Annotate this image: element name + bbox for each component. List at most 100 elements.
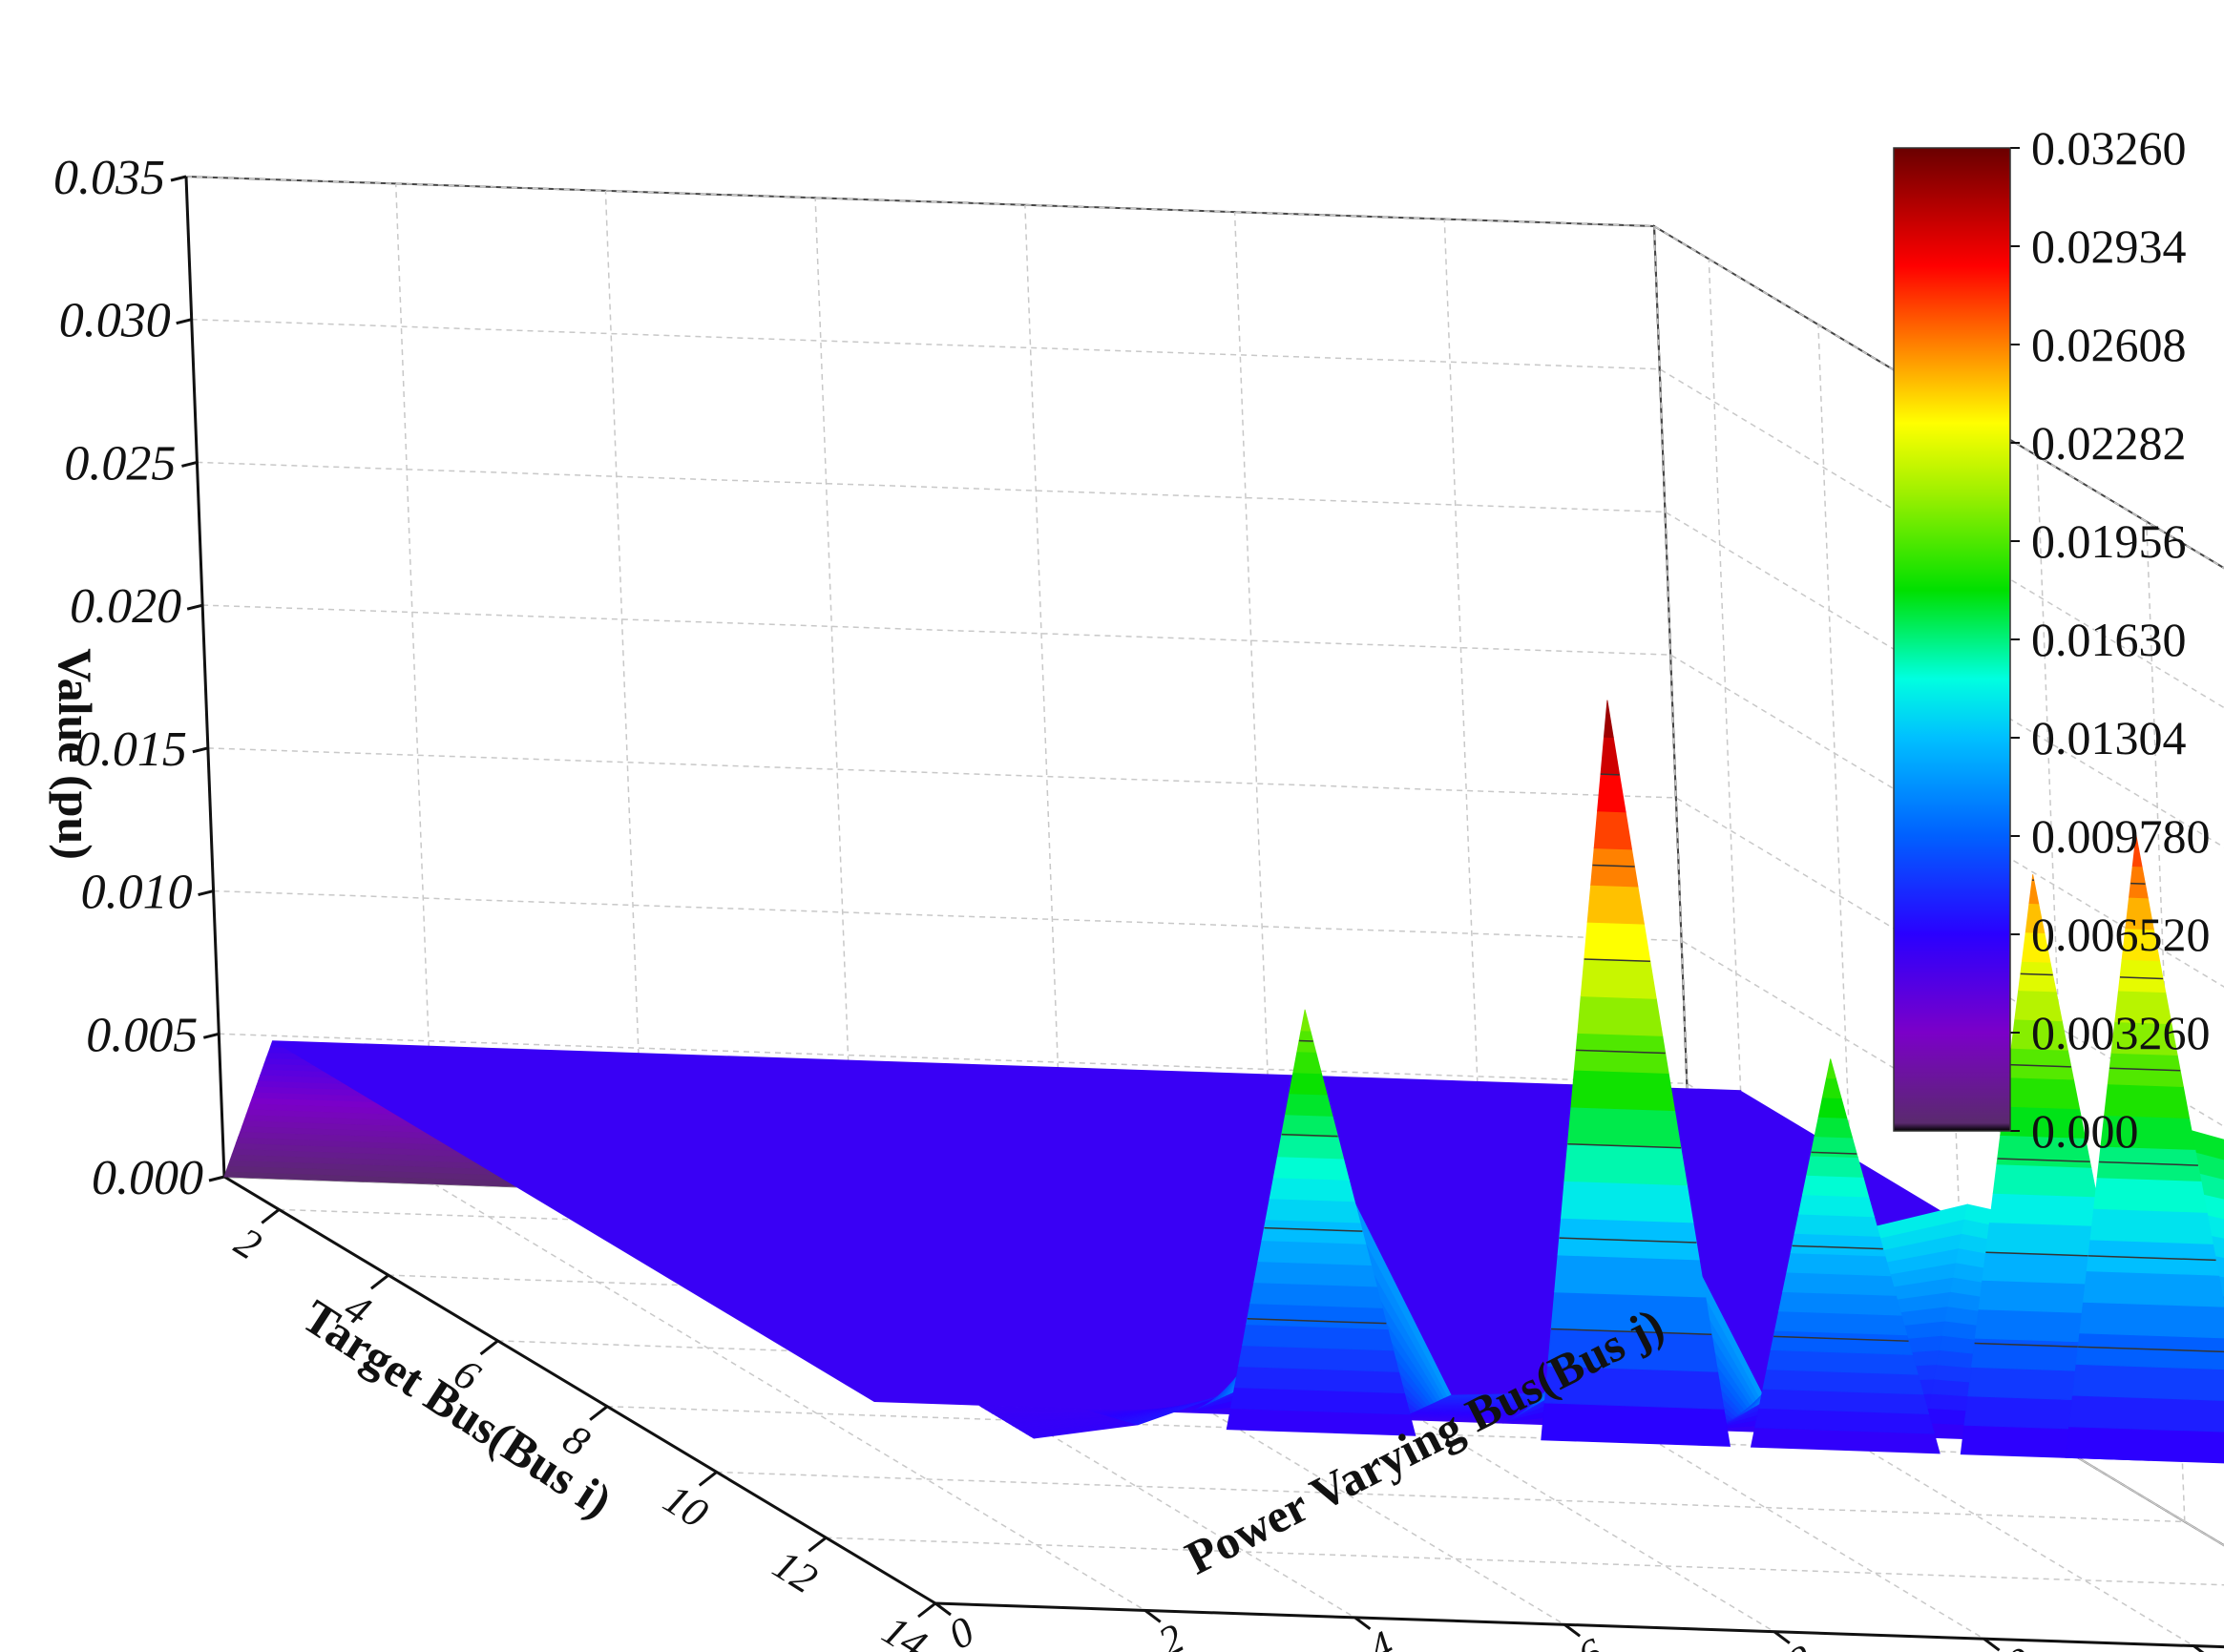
surface-peak-band xyxy=(2117,958,2167,993)
surface-peak-band xyxy=(1821,1077,1842,1099)
contour-line xyxy=(1567,1142,1682,1149)
j-tick-label: 0 xyxy=(941,1607,981,1652)
i-gridline xyxy=(2036,455,2076,1456)
surface-peak-band xyxy=(1802,1174,1870,1198)
j-tick xyxy=(1353,1616,1372,1631)
surface-peak-band xyxy=(1577,995,1664,1036)
contour-line xyxy=(2088,1255,2216,1262)
contour-line xyxy=(2008,1063,2071,1068)
surface-peak-band xyxy=(1272,1156,1350,1181)
z-tick-label: 0.010 xyxy=(81,866,193,920)
j-gridline xyxy=(814,198,854,1199)
colorbar-frame xyxy=(1893,147,2011,1132)
surface-peak-band xyxy=(1563,1143,1688,1186)
z-tick-label: 0.000 xyxy=(92,1151,203,1205)
surface-peak-band xyxy=(1292,1051,1323,1075)
i-tick-label: 10 xyxy=(656,1475,716,1537)
contour-line xyxy=(1559,1237,1697,1244)
i-floor-gridline xyxy=(716,1471,2185,1523)
surface-peak-band xyxy=(1794,1213,1880,1237)
surface-peak-band xyxy=(1257,1240,1373,1266)
z-tick xyxy=(176,318,193,325)
j-tick-label: 2 xyxy=(1151,1615,1191,1652)
colorbar-label: 0.009780 xyxy=(2031,809,2211,863)
i-floor-gridline xyxy=(497,1340,1966,1391)
contour-line xyxy=(1584,958,1650,963)
i-tick-label: 2 xyxy=(227,1218,270,1268)
colorbar-gradient xyxy=(1894,148,2010,1131)
z-tick xyxy=(198,889,214,897)
surface-peak-band xyxy=(2071,1364,2224,1401)
z-tick xyxy=(170,175,187,182)
surface-peak-band xyxy=(2068,1394,2224,1432)
surface-peak-band xyxy=(2075,1332,2224,1370)
contour-line xyxy=(2020,972,2053,976)
surface-peak-band xyxy=(1261,1219,1367,1244)
i-tick xyxy=(698,1471,718,1487)
i-tick xyxy=(261,1208,281,1224)
contour-line xyxy=(2078,1346,2224,1353)
i-gridline xyxy=(1708,259,1749,1260)
surface-peak-band xyxy=(1988,1192,2104,1227)
surface-peak-band xyxy=(1593,810,1633,850)
i-gridline xyxy=(2146,521,2186,1522)
colorbar-label: 0.006520 xyxy=(2031,908,2211,961)
colorbar-label: 0.03260 xyxy=(2031,121,2187,175)
colorbar-label: 0.01630 xyxy=(2031,613,2187,666)
contour-line xyxy=(1264,1226,1363,1232)
surface-peak-band xyxy=(1269,1177,1355,1202)
i-floor-gridline xyxy=(826,1537,2224,1586)
surface-peak-band xyxy=(2065,1426,2224,1464)
surface-peak-band xyxy=(1265,1198,1361,1223)
surface-peak-band xyxy=(1806,1155,1864,1178)
surface-peak-band xyxy=(1584,921,1651,962)
z-tick-label: 0.005 xyxy=(86,1008,198,1062)
contour-line xyxy=(1792,1244,1883,1250)
surface-peak-band xyxy=(1285,1093,1333,1117)
j-gridline xyxy=(1024,204,1064,1205)
surface-peak-band xyxy=(1580,958,1657,999)
colorbar-label: 0.01304 xyxy=(2031,711,2187,764)
surface-peak-band xyxy=(1300,1009,1311,1032)
i-tick xyxy=(808,1537,828,1553)
j-tick xyxy=(1773,1630,1791,1644)
contour-line xyxy=(1592,864,1635,868)
j-gridline xyxy=(394,183,435,1184)
i-tick xyxy=(370,1273,389,1290)
z-tick xyxy=(202,1032,220,1039)
i-floor-gridline xyxy=(607,1405,2076,1457)
z-tick-label: 0.025 xyxy=(64,436,176,491)
surface-peak-band xyxy=(1603,700,1614,739)
surface-peak-band xyxy=(1289,1072,1328,1096)
colorbar-label: 0.02282 xyxy=(2031,416,2187,470)
z-tick xyxy=(186,603,203,611)
contour-line xyxy=(1811,1151,1857,1155)
colorbar-label: 0.02934 xyxy=(2031,220,2187,273)
surface-peak-band xyxy=(2079,1301,2224,1339)
surface-peak-band xyxy=(1790,1232,1886,1257)
i-tick xyxy=(479,1339,499,1356)
z-axis xyxy=(184,176,226,1178)
surface-peak-band xyxy=(1786,1252,1892,1277)
contour-line xyxy=(2099,1161,2198,1166)
i-axis xyxy=(223,1175,936,1605)
j-tick xyxy=(1563,1623,1582,1638)
j-floor-gridline xyxy=(433,1182,1146,1612)
j-tick xyxy=(1983,1637,2001,1652)
contour-line xyxy=(1576,1049,1666,1055)
surface-peak-band xyxy=(2083,1270,2224,1307)
j-gridline xyxy=(1233,212,1274,1213)
contour-line xyxy=(2109,1067,2181,1072)
i-tick xyxy=(917,1601,936,1619)
surface-peak-band xyxy=(1554,1254,1707,1298)
colorbar-label: 0.01956 xyxy=(2031,514,2187,568)
z-tick xyxy=(208,1175,225,1182)
i-floor-gridline xyxy=(279,1208,1748,1261)
surface-peak-band xyxy=(1570,1069,1676,1112)
surface-peak-band xyxy=(1797,1194,1876,1218)
contour-line xyxy=(1600,773,1620,776)
surface-peak-band xyxy=(1814,1116,1854,1139)
i-tick-label: 12 xyxy=(765,1540,825,1602)
surface-peak-band xyxy=(2129,866,2149,899)
j-gridline xyxy=(1443,219,1484,1220)
